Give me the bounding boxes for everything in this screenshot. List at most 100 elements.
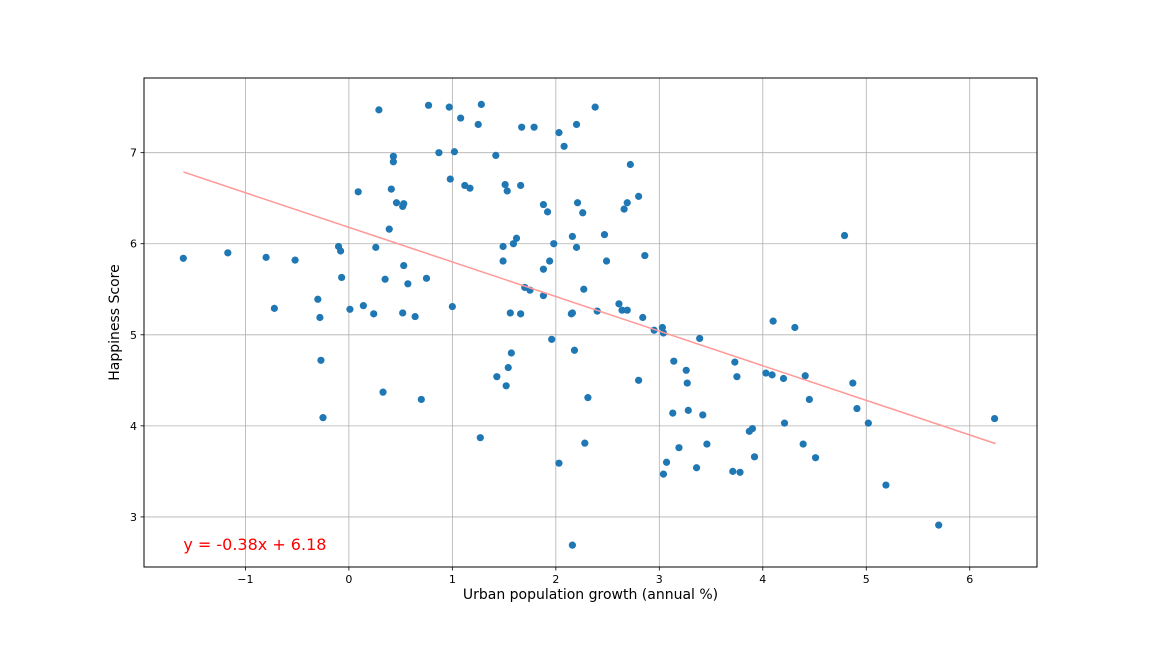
data-point — [314, 295, 322, 303]
data-point — [580, 285, 588, 293]
data-point — [411, 312, 419, 321]
data-point — [736, 468, 744, 476]
data-point — [446, 175, 454, 183]
y-tick-label: 6 — [130, 238, 137, 251]
data-point — [381, 275, 389, 283]
data-point — [477, 100, 485, 109]
data-point — [935, 521, 943, 529]
data-point — [375, 106, 383, 114]
data-point — [476, 434, 484, 442]
regression-line — [183, 171, 996, 445]
data-point — [600, 231, 609, 239]
y-tick-label: 5 — [130, 329, 137, 342]
data-point — [623, 199, 631, 207]
data-point — [779, 374, 788, 383]
data-point — [354, 188, 362, 196]
data-point — [623, 306, 631, 314]
data-point — [882, 481, 890, 489]
data-point — [635, 376, 643, 384]
data-point — [570, 346, 579, 354]
data-point — [635, 192, 643, 200]
data-point — [504, 363, 512, 372]
grid-lines — [144, 78, 1037, 567]
data-point — [853, 404, 861, 413]
data-point — [750, 453, 759, 461]
data-point — [316, 313, 324, 322]
y-tick-label: 7 — [130, 147, 137, 160]
data-point — [372, 243, 380, 251]
data-point — [457, 114, 465, 122]
data-point — [492, 151, 500, 160]
data-point — [618, 306, 626, 314]
x-tick-label: 1 — [449, 573, 456, 586]
data-point — [703, 440, 711, 448]
data-point — [626, 160, 634, 169]
data-point — [499, 257, 507, 265]
data-point — [990, 414, 999, 423]
data-point — [385, 225, 393, 233]
data-point — [179, 254, 187, 262]
data-point — [262, 253, 270, 261]
data-point — [435, 149, 443, 157]
x-axis-title: Urban population growth (annual %) — [463, 587, 718, 603]
data-points — [179, 100, 999, 549]
data-point — [568, 309, 576, 317]
data-point — [517, 181, 525, 190]
data-point — [417, 395, 425, 404]
data-point — [501, 180, 509, 189]
data-point — [517, 310, 525, 318]
data-point — [338, 273, 346, 282]
data-point — [474, 120, 482, 129]
data-point — [849, 379, 857, 387]
x-tick-label: 2 — [552, 573, 559, 586]
data-point — [392, 199, 401, 207]
regression-equation-label: y = -0.38x + 6.18 — [183, 535, 326, 554]
x-tick-label: −1 — [237, 573, 253, 586]
axis-ticks: −1 0 1 2 3 4 5 6 3 4 5 6 7 — [130, 147, 973, 586]
data-point — [696, 334, 704, 343]
data-point — [581, 439, 589, 447]
data-point — [499, 242, 507, 251]
data-point — [270, 304, 278, 312]
data-point — [791, 323, 799, 332]
data-point — [493, 373, 501, 381]
data-point — [502, 382, 510, 390]
data-point — [568, 541, 576, 549]
data-point — [445, 103, 453, 111]
data-point — [543, 208, 552, 216]
fit-line-group — [183, 171, 996, 445]
data-point — [573, 199, 582, 207]
data-point — [317, 356, 325, 364]
data-point — [801, 372, 809, 380]
data-point — [546, 257, 554, 265]
data-point — [684, 406, 692, 414]
data-point — [512, 234, 521, 242]
data-point — [840, 231, 849, 240]
y-axis-title: Happiness Score — [107, 264, 123, 381]
data-point — [404, 280, 412, 288]
data-point — [659, 470, 668, 478]
data-point — [291, 256, 299, 264]
data-point — [509, 240, 518, 248]
y-tick-label: 4 — [130, 420, 137, 433]
data-point — [503, 187, 511, 195]
data-point — [400, 261, 408, 270]
data-point — [518, 123, 526, 131]
data-point — [692, 464, 701, 472]
data-point — [811, 454, 820, 462]
data-point — [389, 152, 397, 160]
data-point — [762, 369, 770, 377]
data-point — [615, 300, 623, 308]
data-point — [550, 240, 558, 248]
data-point — [639, 313, 647, 322]
data-point — [539, 265, 548, 273]
data-point — [539, 292, 548, 300]
data-point — [389, 158, 397, 166]
data-point — [572, 243, 581, 251]
data-point — [780, 419, 789, 427]
y-tick-label: 3 — [130, 511, 137, 524]
data-point — [560, 142, 568, 150]
data-point — [399, 309, 407, 317]
plot-area-frame — [143, 77, 1038, 568]
